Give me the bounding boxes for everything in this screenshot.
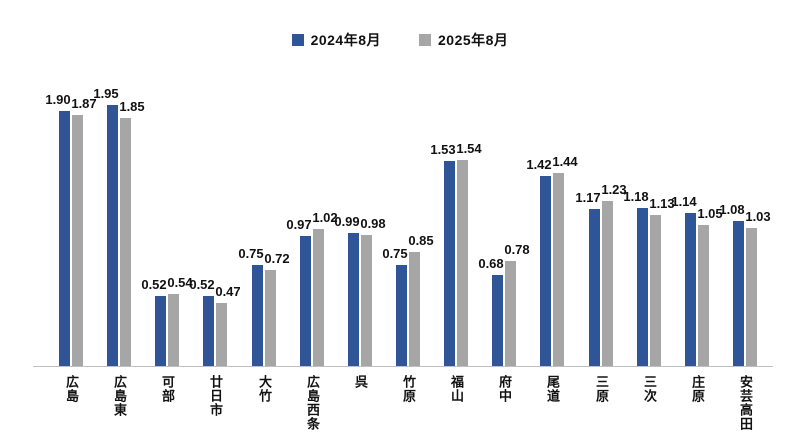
bar — [492, 275, 503, 366]
bar — [313, 229, 324, 366]
value-label: 1.03 — [745, 209, 771, 224]
bar — [107, 105, 118, 366]
value-label: 1.13 — [649, 196, 675, 211]
legend-label-2024: 2024年8月 — [310, 32, 381, 48]
x-axis-label: 安芸高田 — [738, 375, 753, 431]
bar — [650, 215, 661, 366]
bar — [155, 296, 166, 366]
x-axis-label: 福山 — [449, 375, 464, 403]
bar — [746, 228, 757, 366]
value-label: 0.54 — [167, 275, 193, 290]
bar — [203, 296, 214, 366]
value-label: 1.87 — [71, 96, 97, 111]
x-axis-label: 広島西条 — [305, 375, 320, 431]
x-axis-label: 三次 — [642, 375, 657, 403]
value-label: 0.98 — [360, 216, 386, 231]
value-label: 1.90 — [45, 92, 71, 107]
bar — [637, 208, 648, 366]
value-label: 0.97 — [286, 217, 312, 232]
value-label: 0.72 — [264, 251, 290, 266]
x-axis-label: 竹原 — [401, 375, 416, 403]
value-label: 1.44 — [552, 154, 578, 169]
bar — [457, 160, 468, 366]
bar — [348, 233, 359, 366]
value-label: 1.23 — [601, 182, 627, 197]
x-axis-label: 可部 — [160, 375, 175, 403]
x-axis-label: 広島 — [64, 375, 79, 403]
bar — [120, 118, 131, 366]
bar — [216, 303, 227, 366]
legend-label-2025: 2025年8月 — [438, 32, 509, 48]
bar — [168, 294, 179, 366]
value-label: 1.17 — [575, 190, 601, 205]
value-label: 0.68 — [478, 256, 504, 271]
bar — [409, 252, 420, 366]
value-label: 1.02 — [312, 210, 338, 225]
bar — [553, 173, 564, 366]
bar — [698, 225, 709, 366]
x-axis-label: 呉 — [353, 375, 368, 389]
legend-item-2024: 2024年8月 — [291, 30, 381, 50]
x-axis-label: 廿日市 — [208, 375, 223, 417]
x-axis-label: 府中 — [497, 375, 512, 403]
x-axis-label: 広島東 — [112, 375, 127, 417]
x-axis-line — [33, 366, 773, 367]
value-label: 1.53 — [430, 142, 456, 157]
bar — [685, 213, 696, 366]
x-axis-label: 三原 — [594, 375, 609, 403]
bar — [444, 161, 455, 366]
bar — [300, 236, 311, 366]
bar — [396, 265, 407, 366]
bar — [72, 115, 83, 366]
value-label: 1.05 — [697, 206, 723, 221]
bar — [59, 111, 70, 366]
bar — [602, 201, 613, 366]
value-label: 0.75 — [382, 246, 408, 261]
value-label: 1.54 — [456, 141, 482, 156]
value-label: 0.47 — [215, 284, 241, 299]
value-label: 0.52 — [189, 277, 215, 292]
value-label: 0.78 — [504, 242, 530, 257]
bar — [589, 209, 600, 366]
value-label: 1.42 — [526, 157, 552, 172]
legend: 2024年8月 2025年8月 — [0, 30, 800, 50]
bar — [252, 265, 263, 366]
value-label: 0.99 — [334, 214, 360, 229]
x-axis-label: 庄原 — [690, 375, 705, 403]
legend-swatch-2025-icon — [419, 34, 431, 46]
bar — [505, 261, 516, 366]
value-label: 0.52 — [141, 277, 167, 292]
legend-item-2025: 2025年8月 — [419, 30, 508, 50]
value-label: 1.95 — [93, 86, 119, 101]
value-label: 1.14 — [671, 194, 697, 209]
bar — [361, 235, 372, 366]
x-axis-label: 尾道 — [545, 375, 560, 403]
bar — [540, 176, 551, 366]
value-label: 0.85 — [408, 233, 434, 248]
legend-swatch-2024-icon — [291, 34, 304, 46]
bar — [265, 270, 276, 366]
x-axis-label: 大竹 — [257, 375, 272, 403]
value-label: 1.08 — [719, 202, 745, 217]
value-label: 1.18 — [623, 189, 649, 204]
value-label: 1.85 — [119, 99, 145, 114]
value-label: 0.75 — [238, 246, 264, 261]
bar — [733, 221, 744, 366]
